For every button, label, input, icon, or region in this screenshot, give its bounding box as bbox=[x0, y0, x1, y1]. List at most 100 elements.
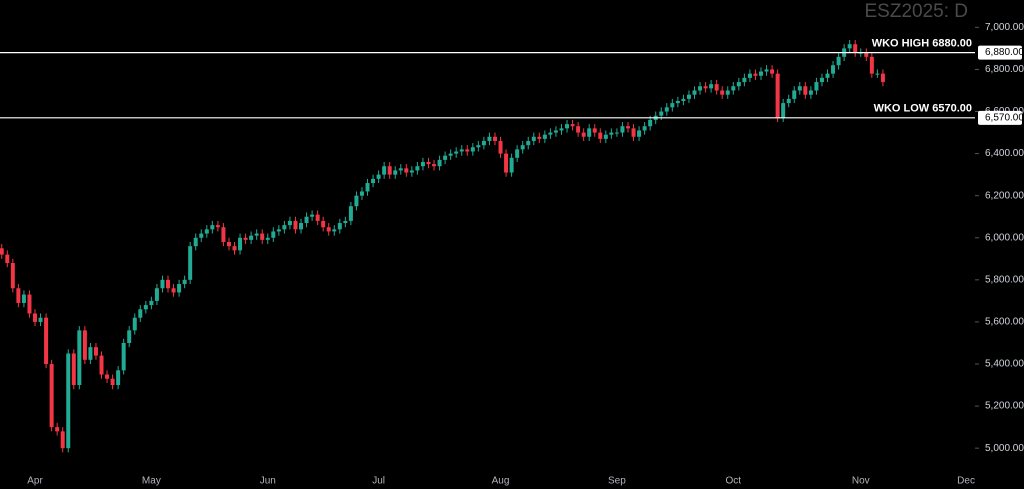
candle-body bbox=[592, 128, 597, 133]
candle-body bbox=[215, 225, 220, 228]
candle-body bbox=[10, 263, 15, 289]
x-tick-label: Oct bbox=[726, 476, 742, 487]
y-tick-label: 6,800.00 bbox=[985, 64, 1024, 75]
y-tick-label: 5,000.00 bbox=[985, 443, 1024, 454]
candle-body bbox=[260, 233, 265, 240]
candle-body bbox=[271, 231, 276, 238]
candle-body bbox=[77, 330, 82, 386]
candle-body bbox=[609, 132, 614, 135]
candle-body bbox=[454, 151, 459, 154]
candle-body bbox=[276, 229, 281, 232]
candle-body bbox=[393, 170, 398, 175]
candle-body bbox=[265, 237, 270, 240]
candle-body bbox=[747, 73, 752, 78]
candle-body bbox=[105, 374, 110, 379]
candle-body bbox=[127, 330, 132, 343]
candle-body bbox=[310, 214, 315, 217]
candle-body bbox=[681, 98, 686, 101]
candle-body bbox=[880, 73, 885, 83]
level-axis-label: 6,570.00 bbox=[985, 112, 1024, 123]
candle-body bbox=[166, 279, 171, 289]
candle-body bbox=[33, 313, 37, 322]
candle-body bbox=[565, 124, 570, 129]
candle-body bbox=[686, 94, 691, 99]
candle-body bbox=[714, 84, 719, 91]
candle-body bbox=[625, 126, 630, 129]
candle-body bbox=[792, 90, 797, 99]
candle-body bbox=[808, 90, 813, 95]
candle-body bbox=[5, 254, 10, 264]
x-tick-label: Jul bbox=[372, 476, 385, 487]
candle-body bbox=[553, 130, 558, 133]
x-tick-label: Jun bbox=[260, 476, 276, 487]
candle-body bbox=[359, 191, 364, 196]
candle-body bbox=[21, 294, 26, 303]
candle-body bbox=[443, 155, 448, 160]
candle-body bbox=[504, 153, 509, 173]
x-tick-label: Aug bbox=[492, 476, 510, 487]
candle-body bbox=[587, 128, 592, 137]
candle-body bbox=[581, 132, 586, 137]
candle-body bbox=[509, 157, 514, 173]
candle-body bbox=[526, 140, 531, 146]
candle-body bbox=[819, 77, 824, 83]
candle-body bbox=[492, 136, 497, 141]
candle-body bbox=[221, 227, 226, 242]
candle-body bbox=[88, 347, 93, 360]
candle-body bbox=[836, 56, 841, 66]
candle-body bbox=[498, 140, 503, 154]
candle-body bbox=[49, 364, 54, 428]
candle-body bbox=[670, 103, 675, 108]
x-tick-label: Dec bbox=[957, 476, 975, 487]
candle-body bbox=[210, 225, 215, 230]
candle-body bbox=[354, 195, 359, 207]
candle-body bbox=[304, 216, 309, 224]
candle-body bbox=[692, 90, 697, 95]
candle-body bbox=[204, 229, 209, 234]
y-tick-label: 6,200.00 bbox=[985, 190, 1024, 201]
candle-body bbox=[299, 223, 304, 230]
candle-body bbox=[786, 98, 791, 104]
candle-body bbox=[570, 124, 575, 127]
candle-body bbox=[287, 220, 292, 226]
candle-body bbox=[38, 317, 43, 322]
y-tick-label: 5,200.00 bbox=[985, 401, 1024, 412]
candle-body bbox=[404, 168, 409, 173]
candle-body bbox=[254, 233, 259, 236]
candle-body bbox=[603, 134, 608, 139]
candle-body bbox=[620, 126, 625, 133]
candle-body bbox=[293, 220, 298, 230]
level-badge bbox=[978, 110, 1022, 125]
candle-body bbox=[243, 237, 248, 240]
candle-body bbox=[177, 284, 182, 293]
candle-body bbox=[720, 90, 725, 95]
candle-body bbox=[770, 69, 775, 74]
candle-body bbox=[315, 214, 320, 221]
candle-body bbox=[171, 288, 176, 293]
candle-body bbox=[659, 111, 664, 116]
candle-body bbox=[814, 82, 819, 91]
candle-body bbox=[365, 183, 370, 192]
candle-body bbox=[371, 178, 376, 184]
candle-body bbox=[348, 206, 353, 221]
x-tick-label: May bbox=[142, 476, 161, 487]
x-tick-label: Apr bbox=[27, 476, 43, 487]
candle-body bbox=[576, 126, 581, 133]
level-label: WKO LOW 6570.00 bbox=[874, 103, 972, 115]
candle-body bbox=[675, 100, 680, 104]
candle-body bbox=[797, 86, 802, 91]
candle-body bbox=[515, 149, 520, 158]
candle-body bbox=[825, 73, 830, 78]
candle-body bbox=[487, 136, 492, 141]
candle-body bbox=[82, 330, 87, 360]
candle-body bbox=[448, 153, 453, 156]
candle-body bbox=[420, 162, 425, 167]
candle-body bbox=[781, 103, 786, 118]
candle-body bbox=[44, 317, 49, 365]
candle-body bbox=[387, 166, 392, 175]
candle-body bbox=[337, 223, 342, 230]
candle-body bbox=[66, 353, 71, 449]
candle-body bbox=[831, 65, 836, 74]
